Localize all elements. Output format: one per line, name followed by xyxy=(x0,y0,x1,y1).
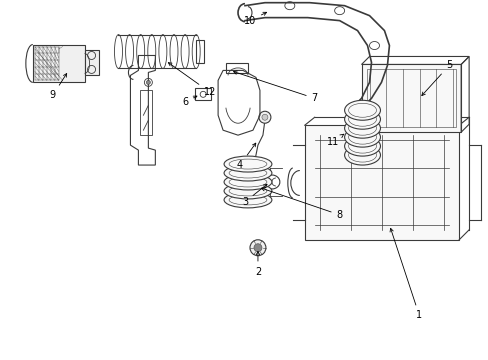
Bar xyxy=(84,50,99,75)
Bar xyxy=(196,40,203,63)
Bar xyxy=(361,64,460,132)
Text: 12: 12 xyxy=(168,63,216,97)
Text: 9: 9 xyxy=(50,73,66,100)
Bar xyxy=(33,45,84,82)
Ellipse shape xyxy=(344,109,380,129)
Circle shape xyxy=(146,80,150,84)
Bar xyxy=(304,125,458,240)
Ellipse shape xyxy=(224,156,271,172)
Ellipse shape xyxy=(344,100,380,120)
Text: 6: 6 xyxy=(182,96,197,107)
Text: 5: 5 xyxy=(421,60,451,95)
Circle shape xyxy=(259,111,270,123)
Bar xyxy=(225,63,247,73)
Ellipse shape xyxy=(224,183,271,199)
Circle shape xyxy=(262,114,267,120)
Bar xyxy=(366,69,455,127)
Circle shape xyxy=(249,240,265,256)
Text: 8: 8 xyxy=(261,188,342,220)
Ellipse shape xyxy=(224,165,271,181)
Text: 11: 11 xyxy=(326,134,343,147)
Text: 3: 3 xyxy=(242,184,266,207)
Bar xyxy=(195,88,211,100)
Text: 2: 2 xyxy=(254,251,261,276)
Text: 1: 1 xyxy=(389,228,422,320)
Ellipse shape xyxy=(344,118,380,138)
Ellipse shape xyxy=(344,145,380,165)
Text: 4: 4 xyxy=(237,143,255,170)
Ellipse shape xyxy=(224,174,271,190)
Bar xyxy=(140,90,152,135)
Ellipse shape xyxy=(344,136,380,156)
Text: 10: 10 xyxy=(244,12,266,26)
Ellipse shape xyxy=(224,192,271,208)
Circle shape xyxy=(253,244,262,252)
Text: 7: 7 xyxy=(233,71,317,103)
Ellipse shape xyxy=(344,127,380,147)
